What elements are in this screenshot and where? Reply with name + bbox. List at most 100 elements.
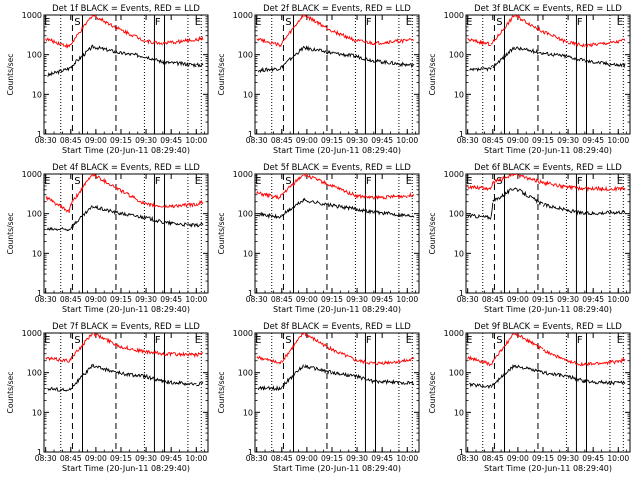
- detector-panel: Det 2f BLACK = Events, RED = LLD 1 10 100 10…: [217, 3, 420, 155]
- phase-marker: S: [496, 176, 502, 187]
- y-tick-label: 1000: [444, 11, 464, 20]
- phase-marker: S: [496, 335, 502, 346]
- x-tick-label: 08:45: [271, 454, 293, 463]
- x-tick-label: 09:00: [85, 295, 107, 304]
- y-tick-label: 1: [459, 130, 464, 139]
- phase-marker: S: [285, 176, 291, 187]
- panel-title: Det 4f BLACK = Events, RED = LLD: [52, 162, 200, 172]
- phase-marker: E: [617, 17, 623, 28]
- x-tick-label: 10:00: [396, 136, 418, 145]
- y-tick-label: 100: [449, 369, 464, 378]
- x-tick-label: 09:45: [160, 136, 182, 145]
- panel-title: Det 1f BLACK = Events, RED = LLD: [52, 3, 200, 13]
- phase-marker: E: [195, 17, 201, 28]
- y-tick-label: 1: [37, 130, 42, 139]
- phase-marker: E: [195, 176, 201, 187]
- plot-frame: [254, 14, 420, 135]
- events-series-line: [257, 364, 415, 392]
- events-series-line: [47, 44, 204, 77]
- x-tick-label: 09:45: [582, 454, 604, 463]
- x-tick-label: 09:15: [110, 136, 132, 145]
- x-tick-label: 09:45: [371, 136, 393, 145]
- y-tick-label: 100: [238, 210, 253, 219]
- x-axis-label: Start Time (20-Jun-11 08:29:40): [273, 146, 401, 155]
- x-tick-label: 09:45: [160, 295, 182, 304]
- events-series-line: [257, 45, 415, 74]
- x-tick-label: 09:15: [532, 295, 554, 304]
- events-series-line: [469, 46, 626, 72]
- y-tick-label: 100: [27, 369, 42, 378]
- phase-marker: E: [255, 17, 261, 28]
- y-tick-label: 1000: [233, 11, 253, 20]
- lld-series-line: [45, 15, 204, 49]
- x-tick-label: 09:30: [346, 454, 368, 463]
- lld-series-line: [467, 15, 626, 48]
- y-tick-label: 1000: [233, 329, 253, 338]
- y-tick-label: 100: [449, 210, 464, 219]
- y-tick-label: 10: [32, 90, 42, 99]
- plot-frame: [43, 14, 209, 135]
- detector-panel: Det 7f BLACK = Events, RED = LLD 1 10 100 10…: [6, 321, 209, 473]
- phase-marker: E: [617, 335, 623, 346]
- y-tick-label: 1: [459, 289, 464, 298]
- x-tick-label: 10:00: [607, 295, 629, 304]
- x-axis-label: Start Time (20-Jun-11 08:29:40): [484, 464, 612, 473]
- events-series-line: [469, 363, 626, 390]
- phase-marker: S: [285, 17, 291, 28]
- x-tick-label: 08:30: [457, 454, 479, 463]
- phase-marker: S: [74, 17, 80, 28]
- x-tick-label: 09:15: [321, 454, 343, 463]
- y-axis-label: Counts/sec: [428, 54, 437, 96]
- x-axis-label: Start Time (20-Jun-11 08:29:40): [484, 305, 612, 314]
- y-tick-label: 100: [27, 51, 42, 60]
- y-tick-label: 1: [248, 448, 253, 457]
- panel-title: Det 8f BLACK = Events, RED = LLD: [263, 321, 411, 331]
- phase-marker: E: [255, 176, 261, 187]
- panel-title: Det 6f BLACK = Events, RED = LLD: [474, 162, 622, 172]
- x-tick-label: 09:30: [135, 136, 157, 145]
- x-tick-label: 09:30: [135, 295, 157, 304]
- y-tick-label: 10: [32, 408, 42, 417]
- y-tick-label: 1000: [22, 170, 42, 179]
- y-tick-label: 100: [238, 51, 253, 60]
- x-tick-label: 08:45: [482, 136, 504, 145]
- detector-panel: Det 4f BLACK = Events, RED = LLD 1 10 100 10…: [6, 162, 209, 314]
- events-series-line: [256, 197, 415, 220]
- y-tick-label: 10: [243, 249, 253, 258]
- x-axis-label: Start Time (20-Jun-11 08:29:40): [273, 464, 401, 473]
- phase-marker: E: [617, 176, 623, 187]
- y-tick-label: 100: [238, 369, 253, 378]
- y-axis-label: Counts/sec: [428, 372, 437, 414]
- plot-frame: [465, 14, 631, 135]
- plot-frame: [43, 332, 209, 453]
- y-axis-label: Counts/sec: [6, 54, 15, 96]
- x-tick-label: 09:30: [346, 136, 368, 145]
- x-tick-label: 09:30: [135, 454, 157, 463]
- x-tick-label: 09:15: [110, 295, 132, 304]
- y-tick-label: 1: [459, 448, 464, 457]
- y-tick-label: 1000: [444, 329, 464, 338]
- y-tick-label: 10: [32, 249, 42, 258]
- y-tick-label: 1000: [22, 329, 42, 338]
- x-tick-label: 10:00: [185, 136, 207, 145]
- y-axis-label: Counts/sec: [217, 213, 226, 255]
- lld-series-line: [256, 333, 415, 366]
- panel-title: Det 5f BLACK = Events, RED = LLD: [263, 162, 411, 172]
- y-tick-label: 10: [243, 90, 253, 99]
- phase-marker: E: [466, 176, 472, 187]
- x-tick-label: 09:30: [346, 295, 368, 304]
- y-tick-label: 1: [248, 289, 253, 298]
- y-tick-label: 10: [454, 249, 464, 258]
- phase-marker: S: [74, 335, 80, 346]
- detector-panel: Det 6f BLACK = Events, RED = LLD 1 10 100 10…: [428, 162, 631, 314]
- phase-marker: F: [366, 176, 372, 187]
- x-tick-label: 09:45: [160, 454, 182, 463]
- y-tick-label: 1: [248, 130, 253, 139]
- x-tick-label: 10:00: [185, 454, 207, 463]
- phase-marker: F: [366, 17, 372, 28]
- phase-marker: F: [577, 335, 583, 346]
- phase-marker: F: [577, 176, 583, 187]
- x-tick-label: 10:00: [396, 454, 418, 463]
- x-tick-label: 09:45: [371, 295, 393, 304]
